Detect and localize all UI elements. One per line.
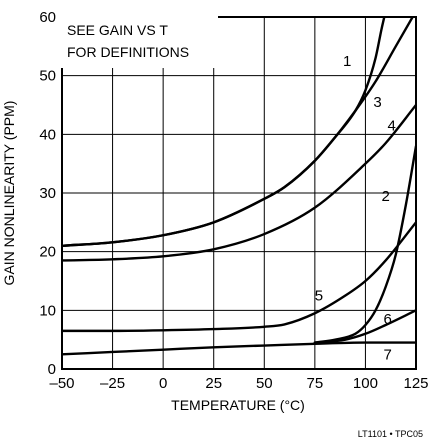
y-tick-label: 30 — [39, 185, 56, 202]
x-tick-label: –25 — [100, 375, 125, 392]
curve-label-3: 3 — [373, 94, 381, 111]
x-tick-label: 0 — [159, 375, 167, 392]
plot-frame — [61, 16, 417, 370]
chart-curves — [62, 17, 416, 356]
y-tick-label: 20 — [39, 244, 56, 261]
curve-5 — [62, 221, 416, 333]
x-tick-label: 25 — [205, 375, 222, 392]
chart-grid — [61, 16, 417, 370]
curve-label-7: 7 — [384, 346, 392, 363]
curve-label-2: 2 — [381, 188, 389, 205]
x-tick-label: 100 — [353, 375, 378, 392]
y-tick-label: 60 — [39, 9, 56, 26]
annotation-line-2: FOR DEFINITIONS — [67, 44, 189, 60]
curve-label-5: 5 — [315, 288, 323, 305]
y-axis-title: GAIN NONLINEARITY (PPM) — [1, 101, 17, 286]
curve-label-6: 6 — [384, 311, 392, 328]
x-axis-title: TEMPERATURE (°C) — [171, 397, 305, 413]
curve-label-1: 1 — [343, 53, 351, 70]
y-tick-label: 40 — [39, 126, 56, 143]
curve-label-4: 4 — [388, 118, 396, 135]
x-tick-label: 50 — [256, 375, 273, 392]
x-tick-label: 125 — [403, 375, 428, 392]
annotation-box — [61, 16, 218, 68]
curve-7 — [62, 341, 416, 356]
y-tick-label: 0 — [48, 361, 56, 378]
y-tick-label: 10 — [39, 302, 56, 319]
x-tick-label: 75 — [307, 375, 324, 392]
figure-id-footer: LT1101 • TPC05 — [358, 429, 423, 439]
x-tick-label: –50 — [49, 375, 74, 392]
curve-2 — [313, 144, 416, 344]
curve-labels: 1 2 34 5 6 7 — [315, 53, 396, 363]
curve-6 — [313, 309, 416, 344]
annotation-line-1: SEE GAIN VS T — [67, 22, 168, 38]
curve-4 — [62, 103, 416, 262]
y-tick-label: 50 — [39, 68, 56, 85]
curve-3 — [62, 17, 415, 247]
